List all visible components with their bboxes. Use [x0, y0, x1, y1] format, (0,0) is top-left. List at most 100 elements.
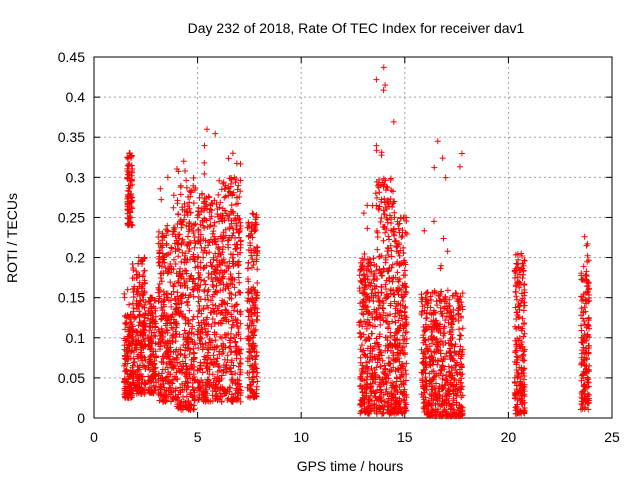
data-point	[516, 302, 523, 309]
data-point	[168, 265, 175, 272]
data-point	[225, 215, 232, 222]
data-point	[219, 212, 226, 219]
data-point	[456, 304, 463, 311]
data-point	[170, 256, 177, 263]
data-point	[249, 319, 256, 326]
data-point	[511, 323, 518, 330]
data-point	[123, 378, 130, 385]
data-point	[360, 311, 367, 318]
data-point	[189, 379, 196, 386]
data-point	[164, 320, 171, 327]
data-point	[229, 225, 236, 232]
data-point	[170, 376, 177, 383]
data-point	[517, 408, 524, 415]
data-point	[420, 394, 427, 401]
data-point	[437, 350, 444, 357]
data-point	[397, 308, 404, 315]
data-point	[146, 300, 153, 307]
data-point	[178, 363, 185, 370]
data-point	[361, 405, 368, 412]
data-point	[521, 410, 528, 417]
data-point	[579, 334, 586, 341]
data-point	[226, 211, 233, 218]
data-point	[155, 326, 162, 333]
data-point	[252, 390, 259, 397]
data-point	[377, 218, 384, 225]
data-point	[520, 262, 527, 269]
data-point	[172, 328, 179, 335]
data-point	[583, 242, 590, 249]
data-point	[584, 390, 591, 397]
data-point	[187, 346, 194, 353]
data-point	[175, 279, 182, 286]
data-point	[124, 324, 131, 331]
data-point	[224, 263, 231, 270]
data-point	[218, 309, 225, 316]
data-point	[201, 142, 208, 149]
data-point	[447, 379, 454, 386]
data-point	[367, 268, 374, 275]
data-point	[247, 305, 254, 312]
data-point	[130, 349, 137, 356]
data-point	[198, 335, 205, 342]
data-point	[375, 351, 382, 358]
data-point	[359, 376, 366, 383]
data-point	[385, 233, 392, 240]
data-point	[126, 343, 133, 350]
data-point	[519, 385, 526, 392]
data-point	[395, 309, 402, 316]
data-point	[225, 285, 232, 292]
data-point	[203, 365, 210, 372]
data-point	[222, 232, 229, 239]
data-point	[142, 311, 149, 318]
data-point	[365, 396, 372, 403]
data-point	[419, 377, 426, 384]
data-point	[389, 318, 396, 325]
data-point	[163, 387, 170, 394]
data-point	[194, 331, 201, 338]
data-point	[366, 310, 373, 317]
data-point	[446, 349, 453, 356]
data-point	[382, 281, 389, 288]
data-point	[203, 217, 210, 224]
data-point	[402, 229, 409, 236]
data-point	[440, 341, 447, 348]
data-point	[237, 308, 244, 315]
data-point	[419, 303, 426, 310]
data-point	[385, 344, 392, 351]
data-point	[167, 279, 174, 286]
data-point	[126, 185, 133, 192]
data-point	[158, 263, 165, 270]
data-point	[369, 286, 376, 293]
data-point	[514, 406, 521, 413]
data-point	[250, 379, 257, 386]
data-point	[208, 200, 215, 207]
data-point	[430, 374, 437, 381]
data-point	[245, 393, 252, 400]
data-point	[177, 282, 184, 289]
data-point	[403, 329, 410, 336]
data-point	[161, 342, 168, 349]
data-point	[126, 301, 133, 308]
data-point	[147, 324, 154, 331]
data-point	[184, 298, 191, 305]
data-point	[162, 366, 169, 373]
data-point	[431, 320, 438, 327]
data-point	[162, 339, 169, 346]
data-point	[137, 319, 144, 326]
data-point	[141, 267, 148, 274]
data-point	[248, 286, 255, 293]
data-point	[211, 219, 218, 226]
data-point	[369, 370, 376, 377]
data-point	[399, 227, 406, 234]
data-point	[244, 358, 251, 365]
data-point	[139, 285, 146, 292]
data-point	[387, 290, 394, 297]
data-point	[212, 130, 219, 137]
data-point	[365, 321, 372, 328]
data-point	[385, 325, 392, 332]
data-point	[191, 354, 198, 361]
data-point	[233, 160, 240, 167]
data-point	[186, 205, 193, 212]
data-point	[453, 392, 460, 399]
